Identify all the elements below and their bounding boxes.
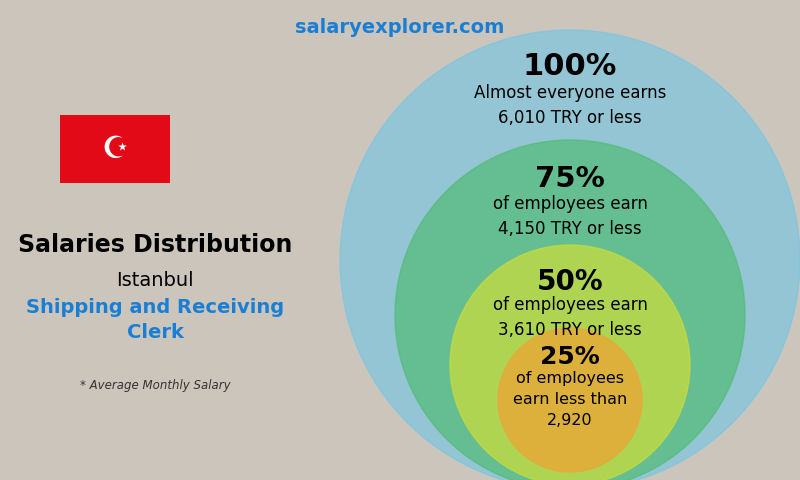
Circle shape [395, 140, 745, 480]
Text: Shipping and Receiving
Clerk: Shipping and Receiving Clerk [26, 298, 284, 342]
Text: of employees
earn less than
2,920: of employees earn less than 2,920 [513, 371, 627, 428]
Circle shape [498, 328, 642, 472]
Text: ☪: ☪ [102, 134, 129, 164]
Text: Istanbul: Istanbul [116, 271, 194, 289]
Text: of employees earn
3,610 TRY or less: of employees earn 3,610 TRY or less [493, 296, 647, 339]
Text: 25%: 25% [540, 345, 600, 369]
Text: * Average Monthly Salary: * Average Monthly Salary [80, 379, 230, 392]
FancyBboxPatch shape [60, 115, 170, 183]
Text: 50%: 50% [537, 268, 603, 296]
Text: Almost everyone earns
6,010 TRY or less: Almost everyone earns 6,010 TRY or less [474, 84, 666, 127]
Circle shape [340, 30, 800, 480]
Circle shape [450, 245, 690, 480]
Text: salaryexplorer.com: salaryexplorer.com [295, 18, 505, 37]
Text: 100%: 100% [523, 52, 617, 81]
Text: of employees earn
4,150 TRY or less: of employees earn 4,150 TRY or less [493, 195, 647, 238]
Text: Salaries Distribution: Salaries Distribution [18, 233, 292, 257]
Text: 75%: 75% [535, 165, 605, 193]
